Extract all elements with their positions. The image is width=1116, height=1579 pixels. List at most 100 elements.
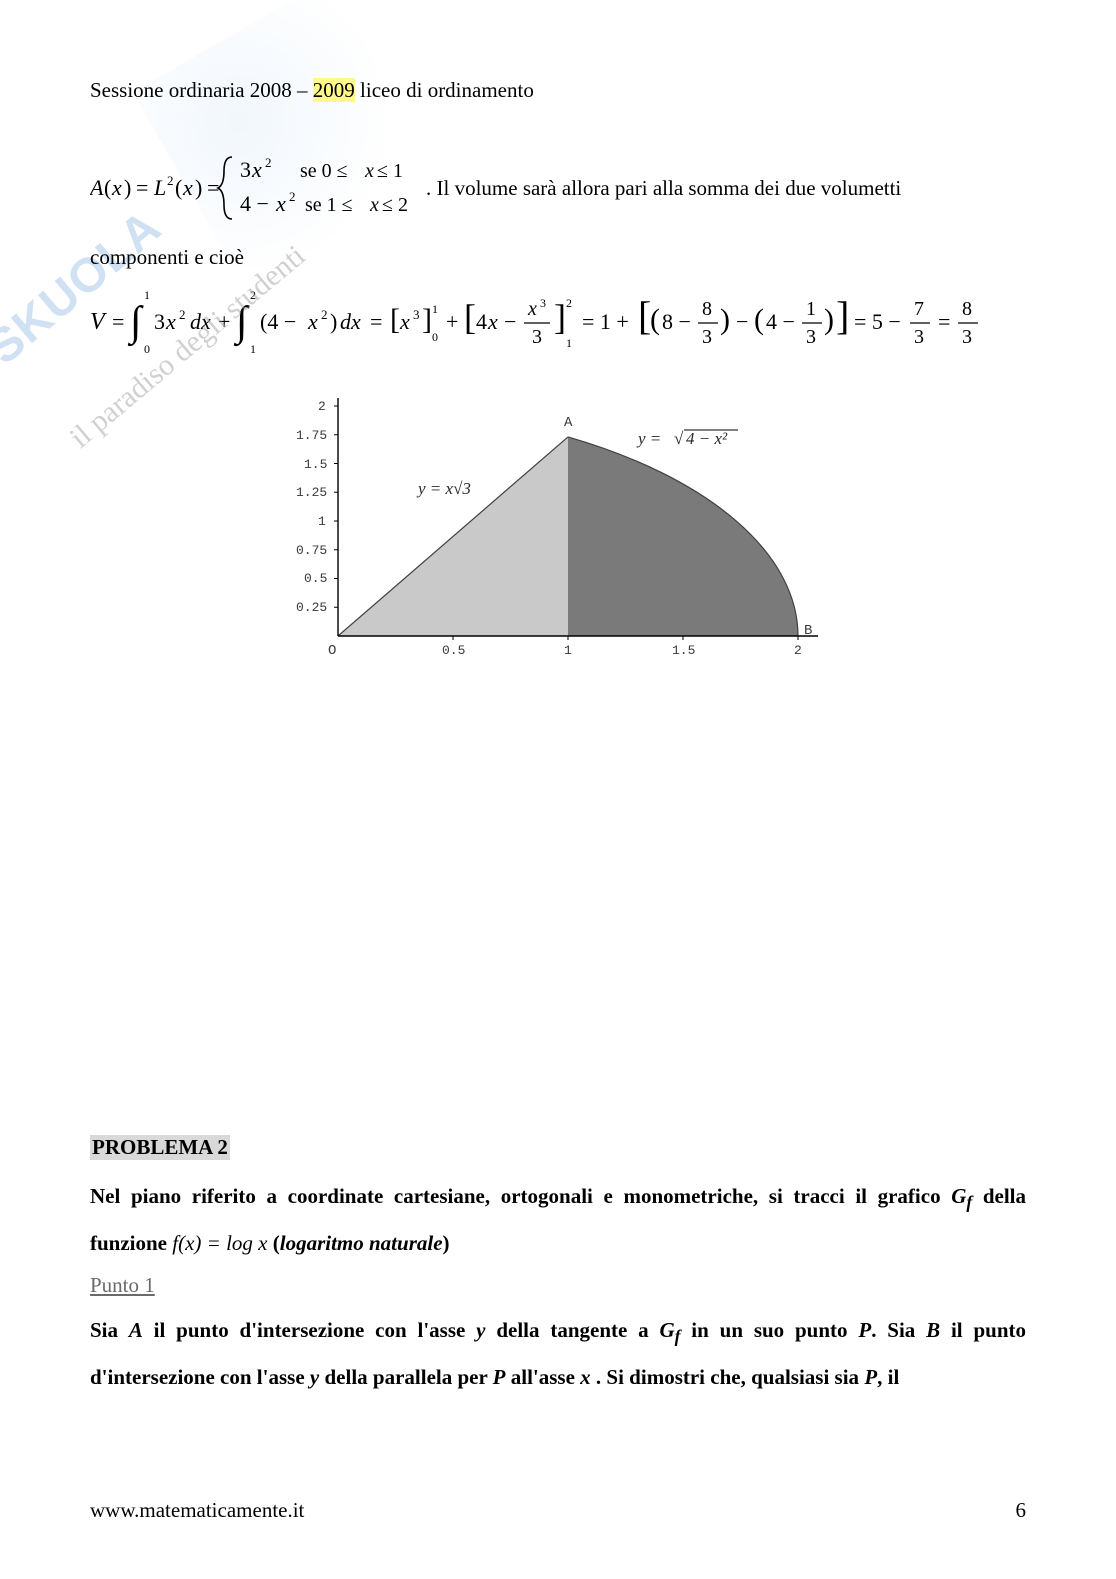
- p2b-3: della tangente a: [486, 1318, 660, 1342]
- svg-text:4 −: 4 −: [240, 191, 269, 216]
- chart-point-o: O: [328, 643, 336, 659]
- footer-page-number: 6: [1016, 1498, 1027, 1523]
- p2b-y2: y: [310, 1365, 319, 1389]
- chart-yticks: 0.25 0.5 0.75 1 1.25 1.5 1.75 2: [296, 399, 338, 615]
- p2-italic-note: logaritmo naturale: [280, 1231, 443, 1255]
- svg-text:2: 2: [318, 399, 326, 414]
- svg-text:se 1 ≤: se 1 ≤: [305, 194, 353, 216]
- header-prefix: Sessione ordinaria 2008 –: [90, 78, 313, 102]
- svg-text:3: 3: [702, 326, 712, 348]
- svg-text:3: 3: [240, 157, 251, 182]
- svg-text:(: (: [754, 303, 764, 336]
- svg-text:8: 8: [962, 298, 972, 320]
- footer-site: www.matematicamente.it: [90, 1498, 304, 1523]
- p2-gf-g: G: [951, 1184, 966, 1208]
- svg-text:0.25: 0.25: [296, 600, 327, 615]
- svg-text:1.75: 1.75: [296, 428, 327, 443]
- svg-text:1.5: 1.5: [672, 643, 695, 658]
- svg-text:8: 8: [702, 298, 712, 320]
- svg-text:3: 3: [154, 309, 165, 334]
- svg-text:1: 1: [566, 336, 572, 350]
- chart-curve1-label: y = x√3: [416, 479, 471, 498]
- svg-text:dx: dx: [190, 309, 211, 334]
- formula-piecewise-tail: . Il volume sarà allora pari alla somma …: [420, 166, 1026, 210]
- svg-text:3: 3: [532, 326, 542, 348]
- svg-text:1.5: 1.5: [304, 457, 327, 472]
- svg-text:V: V: [90, 309, 107, 335]
- session-header: Sessione ordinaria 2008 – 2009 liceo di …: [90, 78, 1026, 103]
- svg-text:(: (: [104, 175, 111, 200]
- svg-text:(: (: [175, 175, 182, 200]
- problema-2-body: Sia A il punto d'intersezione con l'asse…: [90, 1308, 1026, 1399]
- chart-point-b: B: [804, 623, 812, 639]
- svg-text:=: =: [136, 175, 148, 200]
- svg-text:x: x: [307, 309, 318, 334]
- svg-text:x: x: [364, 160, 374, 182]
- p2b-9: . Si dimostri che, qualsiasi sia: [591, 1365, 865, 1389]
- svg-text:1.25: 1.25: [296, 485, 327, 500]
- svg-text:): ): [330, 309, 337, 334]
- svg-text:2: 2: [321, 307, 328, 322]
- chart-xticks: 0.5 1 1.5 2: [442, 636, 802, 658]
- svg-text:x: x: [182, 175, 193, 200]
- p2b-y1: y: [476, 1318, 485, 1342]
- svg-text:≤ 1: ≤ 1: [377, 160, 403, 182]
- problema-2-title: PROBLEMA 2: [90, 1135, 230, 1160]
- p2b-8: all'asse: [506, 1365, 581, 1389]
- svg-text:2: 2: [265, 155, 272, 170]
- svg-text:x: x: [399, 309, 410, 334]
- p2-intro-pre: Nel piano riferito a coordinate cartesia…: [90, 1184, 951, 1208]
- chart-point-a: A: [564, 415, 573, 431]
- p2b-4: in un suo punto: [680, 1318, 858, 1342]
- page: SKUOLA il paradiso degli studenti Sessio…: [0, 0, 1116, 1579]
- svg-text:2: 2: [794, 643, 802, 658]
- p2-intro-close: ): [443, 1231, 450, 1255]
- area-chart: 0.25 0.5 0.75 1 1.25 1.5 1.75 2 0.5 1 1.…: [278, 386, 838, 666]
- para-componenti: componenti e cioè: [90, 235, 1026, 279]
- svg-text:3: 3: [540, 296, 546, 310]
- p2-func: f(x) = log x: [172, 1231, 267, 1255]
- svg-text:7: 7: [914, 298, 924, 320]
- svg-text:+: +: [446, 309, 458, 334]
- formula-piecewise: A ( x ) = L 2 ( x ) = 3 x 2 se 0 ≤ x ≤ 1…: [90, 149, 420, 227]
- svg-text:2: 2: [179, 307, 186, 322]
- punto-1-heading: Punto 1: [90, 1273, 1026, 1298]
- svg-text:y =: y =: [636, 429, 661, 448]
- chart-wrap: 0.25 0.5 0.75 1 1.25 1.5 1.75 2 0.5 1 1.…: [90, 386, 1026, 666]
- svg-text:4 −: 4 −: [766, 309, 795, 334]
- p2b-P1: P: [858, 1318, 871, 1342]
- svg-text:2: 2: [289, 189, 296, 204]
- svg-text:−: −: [736, 309, 748, 334]
- page-footer: www.matematicamente.it 6: [90, 1498, 1026, 1523]
- svg-text:]: ]: [836, 293, 849, 338]
- p2b-gf2: G: [659, 1318, 674, 1342]
- svg-text:2: 2: [167, 173, 174, 188]
- svg-text:x: x: [487, 309, 498, 334]
- p2-intro-post: (: [267, 1231, 279, 1255]
- p2b-1: Sia: [90, 1318, 129, 1342]
- svg-text:1: 1: [564, 643, 572, 658]
- svg-text:x: x: [251, 157, 262, 182]
- svg-text:8 −: 8 −: [662, 309, 691, 334]
- problema-2-section: PROBLEMA 2 Nel piano riferito a coordina…: [90, 1135, 1026, 1399]
- svg-text:1: 1: [250, 342, 256, 356]
- svg-text:]: ]: [422, 303, 432, 336]
- svg-text:x: x: [369, 194, 379, 216]
- formula-volume: V = ∫ 1 0 3 x 2 dx + ∫ 2 1 (4 − x 2 ) dx…: [90, 283, 1030, 361]
- svg-text:=: =: [370, 309, 382, 334]
- svg-text:se 0 ≤: se 0 ≤: [300, 160, 348, 182]
- svg-text:4 − x²: 4 − x²: [686, 429, 728, 448]
- svg-text:(: (: [650, 303, 660, 336]
- svg-text:): ): [720, 303, 730, 336]
- svg-text:2: 2: [250, 288, 256, 302]
- problema-2-intro: Nel piano riferito a coordinate cartesia…: [90, 1174, 1026, 1265]
- header-suffix: liceo di ordinamento: [355, 78, 534, 102]
- p2b-P3: P: [864, 1365, 877, 1389]
- svg-text:∫: ∫: [233, 299, 250, 347]
- p2b-2: il punto d'intersezione con l'asse: [143, 1318, 476, 1342]
- svg-text:): ): [124, 175, 131, 200]
- svg-text:1: 1: [806, 298, 816, 320]
- svg-text:0: 0: [144, 342, 150, 356]
- p2-gf-f: f: [966, 1192, 972, 1212]
- svg-text:x: x: [527, 298, 537, 320]
